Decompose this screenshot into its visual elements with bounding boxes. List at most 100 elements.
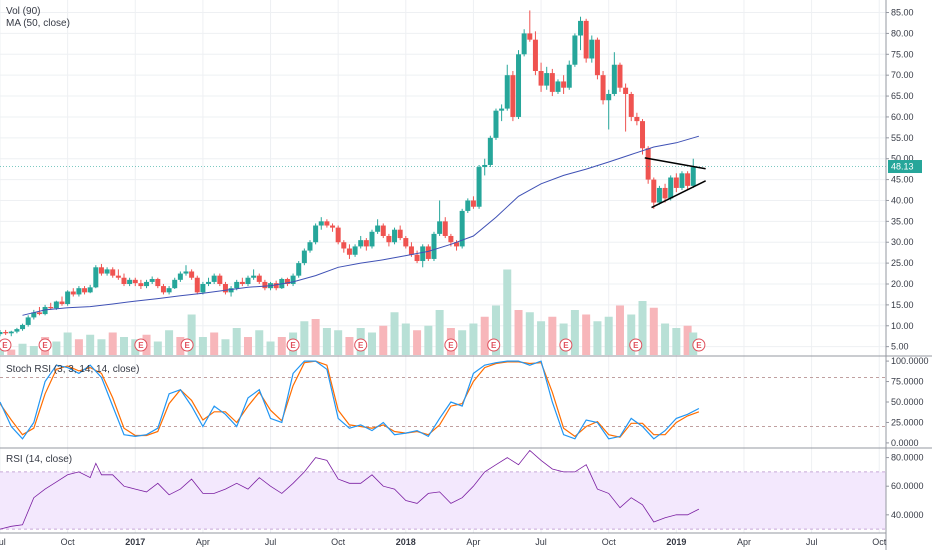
candle-body [217, 275, 223, 284]
earnings-marker [0, 338, 12, 352]
candle-body [256, 275, 262, 282]
price-y-tick-label: 65.00 [891, 91, 914, 101]
earnings-marker-label: E [563, 341, 569, 350]
candle-body [121, 277, 127, 284]
volume-bar [345, 337, 354, 355]
candle-body [594, 39, 600, 76]
candle-body [465, 200, 471, 211]
legend-ma[interactable]: MA (50, close) [6, 18, 70, 29]
candle-body [589, 39, 595, 59]
price-y-tick-label: 55.00 [891, 133, 914, 143]
candle-body [115, 275, 121, 278]
candle-body [679, 173, 685, 188]
earnings-marker [38, 338, 52, 352]
volume-bar [18, 343, 27, 355]
candle-body [200, 284, 206, 293]
stoch-k-line [0, 360, 700, 440]
grid-layer [0, 0, 886, 533]
candle-body [172, 279, 178, 289]
candle-body [431, 233, 437, 259]
volume-bar [266, 341, 275, 355]
candle-body [166, 288, 172, 293]
volume-bar [7, 349, 16, 355]
candle-body [352, 246, 358, 255]
candle-body [611, 64, 617, 94]
candle-body [651, 179, 657, 203]
legend-rsi[interactable]: RSI (14, close) [6, 454, 72, 465]
earnings-marker [180, 338, 194, 352]
x-tick-label: Oct [872, 537, 887, 547]
earnings-marker [354, 338, 368, 352]
price-y-tick-label: 30.00 [891, 237, 914, 247]
price-y-tick-label: 25.00 [891, 258, 914, 268]
candle-body [363, 240, 369, 247]
earnings-marker-label: E [491, 341, 497, 350]
volume-bar [525, 312, 534, 355]
candle-body [290, 275, 296, 284]
candle-body [183, 271, 189, 274]
volume-bar [52, 341, 61, 355]
volume-bar [243, 337, 252, 355]
volume-bar [232, 328, 241, 355]
volume-bar [435, 310, 444, 355]
candle-body [538, 71, 544, 86]
band-layer [0, 376, 886, 530]
volume-bar [615, 305, 624, 355]
candle-body [160, 286, 166, 293]
candle-body [628, 93, 634, 117]
candle-body [662, 187, 668, 199]
candle-body [673, 177, 679, 188]
candle-body [48, 306, 54, 309]
candle-body [14, 329, 20, 332]
volume-bar [672, 328, 681, 355]
earnings-marker [444, 338, 458, 352]
volume-bar [469, 323, 478, 355]
earnings-marker-label: E [358, 341, 364, 350]
volume-bar [503, 269, 512, 355]
volume-bar [424, 325, 433, 355]
x-tick-label: Oct [602, 537, 617, 547]
last-price-tag: 48.13 [888, 160, 922, 174]
candle-body [0, 332, 3, 335]
candle-body [346, 248, 352, 255]
candle-body [510, 75, 516, 117]
volume-bar [74, 339, 83, 355]
stoch-y-tick-label: 75.0000 [891, 377, 924, 387]
candle-body [358, 240, 364, 247]
x-tick-label: Jul [265, 537, 277, 547]
candle-body [454, 242, 460, 247]
volume-bar [582, 314, 591, 355]
price-y-tick-label: 75.00 [891, 49, 914, 59]
candle-body [313, 225, 319, 243]
volume-bar [153, 341, 162, 355]
earnings-marker-label: E [42, 341, 48, 350]
candle-body [640, 121, 646, 149]
legend-volume[interactable]: Vol (90) [6, 6, 40, 17]
candle-body [53, 301, 59, 309]
candle-body [262, 281, 268, 289]
candlesticks[interactable] [0, 10, 696, 337]
candle-body [668, 177, 674, 199]
x-tick-label: Jul [0, 537, 6, 547]
volume-bar [627, 314, 636, 355]
price-y-tick-label: 15.00 [891, 300, 914, 310]
candle-body [273, 283, 279, 289]
candle-body [532, 39, 538, 71]
volume-bar [480, 316, 489, 355]
volume-bar [458, 330, 467, 355]
legend-stoch-rsi[interactable]: Stoch RSI (3, 3, 14, 14, close) [6, 364, 139, 375]
candle-body [70, 291, 76, 295]
candle-body [177, 273, 183, 280]
earnings-marker [629, 338, 643, 352]
candle-body [493, 110, 499, 138]
stoch-d-line [0, 360, 700, 438]
volume-bar [548, 316, 557, 355]
candle-body [448, 235, 454, 243]
candle-body [36, 312, 42, 315]
volume-bar [638, 301, 647, 355]
earnings-marker [559, 338, 573, 352]
candle-body [504, 75, 510, 109]
candle-body [392, 229, 398, 243]
price-y-tick-label: 10.00 [891, 321, 914, 331]
